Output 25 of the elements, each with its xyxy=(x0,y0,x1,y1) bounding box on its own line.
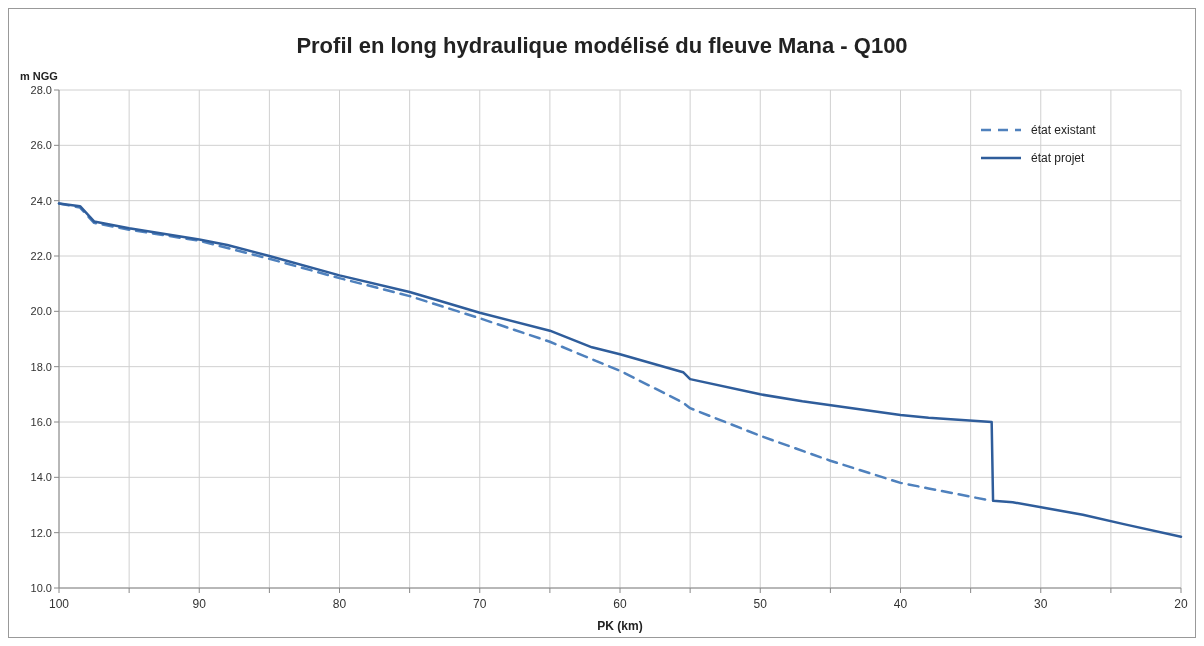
chart-title: Profil en long hydraulique modélisé du fleuve Mana - Q100 xyxy=(296,33,908,58)
y-tick-label: 26.0 xyxy=(30,139,52,152)
legend-label: état existant xyxy=(1031,123,1097,137)
y-tick-label: 10.0 xyxy=(30,582,52,594)
y-tick-label: 14.0 xyxy=(30,471,52,484)
y-tick-label: 24.0 xyxy=(30,194,52,207)
y-tick-label: 20.0 xyxy=(30,305,52,318)
legend-label: état projet xyxy=(1031,151,1086,165)
x-tick-label: 80 xyxy=(332,597,347,611)
y-tick-label: 16.0 xyxy=(30,416,52,428)
x-tick-label: 50 xyxy=(753,597,768,611)
x-tick-label: 40 xyxy=(893,597,908,611)
line-series xyxy=(57,202,1183,539)
y-tick-label: 18.0 xyxy=(30,360,52,373)
x-tick-label: 90 xyxy=(192,597,207,611)
y-tick-label: 22.0 xyxy=(30,250,52,262)
x-tick-label: 100 xyxy=(48,597,70,611)
y-axis-title: m NGG xyxy=(20,70,58,82)
x-tick-label: 20 xyxy=(1174,597,1188,611)
x-tick-label: 60 xyxy=(613,597,627,611)
x-axis-title: PK (km) xyxy=(597,619,643,633)
x-tick-label: 70 xyxy=(473,597,487,611)
y-tick-label: 12.0 xyxy=(30,526,52,539)
y-tick-label: 28.0 xyxy=(30,84,52,96)
x-tick-label: 30 xyxy=(1034,597,1048,611)
